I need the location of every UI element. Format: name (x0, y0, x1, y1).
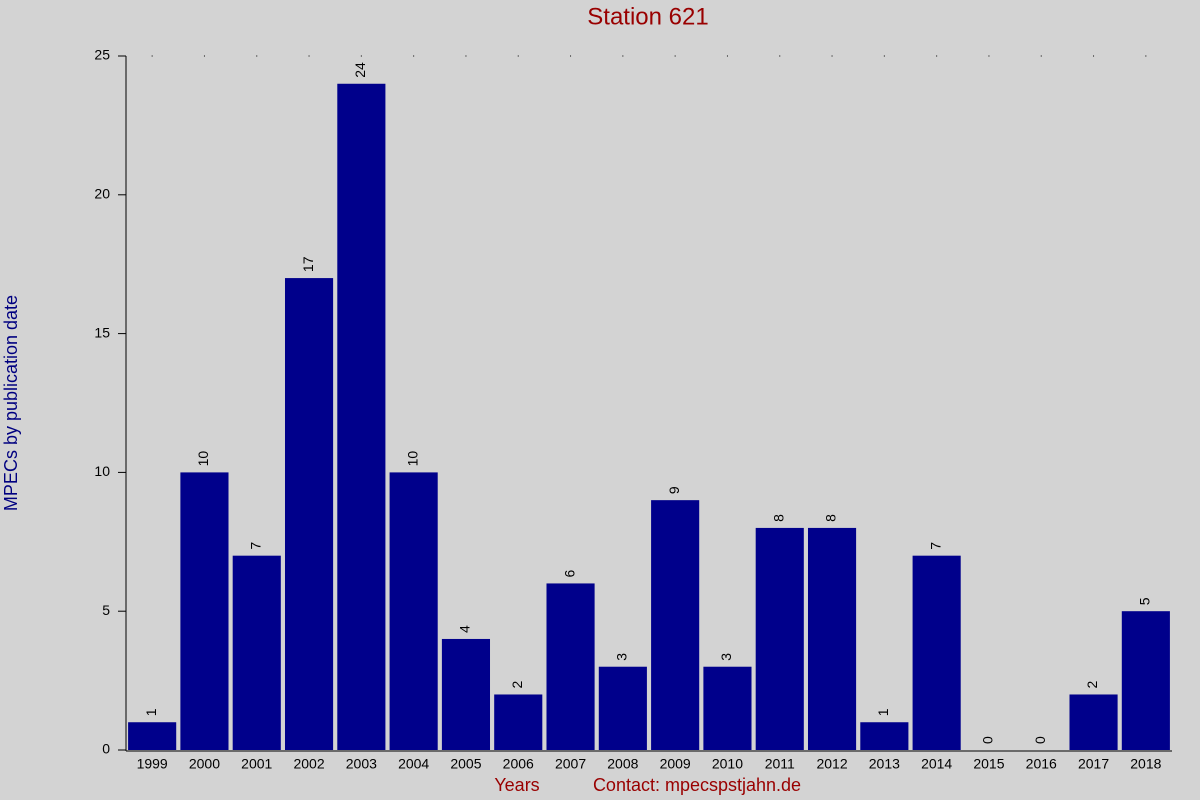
x-tick-label: 2002 (293, 756, 324, 772)
x-tick-label: 2018 (1130, 756, 1161, 772)
x-tick-label: 2009 (660, 756, 691, 772)
value-label: 7 (927, 542, 943, 550)
top-dot (413, 55, 415, 57)
y-axis-label: MPECs by publication date (1, 295, 21, 511)
top-dot (988, 55, 990, 57)
bar (494, 694, 543, 750)
top-dot (674, 55, 676, 57)
chart-title: Station 621 (587, 3, 708, 30)
top-dot (517, 55, 519, 57)
top-dot (151, 55, 153, 57)
x-tick-label: 2017 (1078, 756, 1109, 772)
bar (912, 555, 961, 750)
value-label: 0 (1032, 736, 1048, 744)
top-dot (308, 55, 310, 57)
bar (807, 527, 857, 750)
x-tick-label: 2016 (1026, 756, 1057, 772)
bar (1069, 694, 1118, 750)
value-label: 7 (247, 542, 263, 550)
value-label: 8 (823, 514, 839, 522)
top-dot (936, 55, 938, 57)
top-dot (1145, 55, 1147, 57)
value-label: 3 (718, 653, 734, 661)
top-dot (360, 55, 362, 57)
value-label: 17 (300, 256, 316, 272)
x-tick-label: 2003 (346, 756, 377, 772)
bar (598, 666, 647, 750)
x-tick-label: 2004 (398, 756, 429, 772)
x-tick-label: 2005 (450, 756, 481, 772)
y-tick-label: 10 (94, 463, 110, 479)
bar (389, 472, 438, 750)
top-dot (570, 55, 572, 57)
y-tick-label: 25 (94, 47, 110, 63)
x-tick-label: 1999 (137, 756, 168, 772)
value-label: 0 (980, 736, 996, 744)
bar (546, 583, 595, 750)
x-tick-label: 2000 (189, 756, 220, 772)
value-label: 10 (404, 451, 420, 467)
value-label: 1 (875, 708, 891, 716)
bar (128, 722, 177, 750)
value-label: 24 (352, 62, 368, 78)
top-dot (256, 55, 258, 57)
bar (860, 722, 909, 750)
y-tick-label: 20 (94, 186, 110, 202)
top-dot (1093, 55, 1095, 57)
top-dot (779, 55, 781, 57)
bar (232, 555, 281, 750)
y-tick-label: 0 (102, 741, 110, 757)
top-dot (465, 55, 467, 57)
bar (337, 83, 386, 750)
top-dot (883, 55, 885, 57)
value-label: 2 (509, 680, 525, 688)
value-label: 8 (770, 514, 786, 522)
y-tick-label: 5 (102, 602, 110, 618)
x-tick-label: 2010 (712, 756, 743, 772)
value-label: 10 (195, 451, 211, 467)
bar (1121, 611, 1170, 750)
value-label: 2 (1084, 680, 1100, 688)
x-axis-label: Years (494, 775, 539, 795)
x-tick-label: 2012 (816, 756, 847, 772)
top-dot (1040, 55, 1042, 57)
contact: Contact: mpecspstjahn.de (593, 775, 801, 795)
x-tick-label: 2007 (555, 756, 586, 772)
x-tick-label: 2013 (869, 756, 900, 772)
y-tick-label: 15 (94, 324, 110, 340)
x-tick-label: 2014 (921, 756, 952, 772)
top-dot (726, 55, 728, 57)
value-label: 9 (666, 486, 682, 494)
bar (441, 638, 491, 750)
x-tick-label: 2011 (765, 756, 795, 772)
value-label: 1 (143, 708, 159, 716)
x-tick-label: 2008 (607, 756, 638, 772)
value-label: 5 (1137, 597, 1153, 605)
bar (284, 278, 334, 750)
value-label: 3 (614, 653, 630, 661)
top-dot (203, 55, 205, 57)
x-tick-label: 2001 (241, 756, 272, 772)
value-label: 6 (561, 569, 577, 577)
bar (703, 666, 752, 750)
top-dot (622, 55, 624, 57)
value-label: 4 (457, 625, 473, 633)
x-tick-label: 2006 (503, 756, 534, 772)
bar (651, 500, 700, 750)
bar (755, 527, 804, 750)
top-dot (831, 55, 833, 57)
bar (180, 472, 229, 750)
x-tick-label: 2015 (973, 756, 1004, 772)
